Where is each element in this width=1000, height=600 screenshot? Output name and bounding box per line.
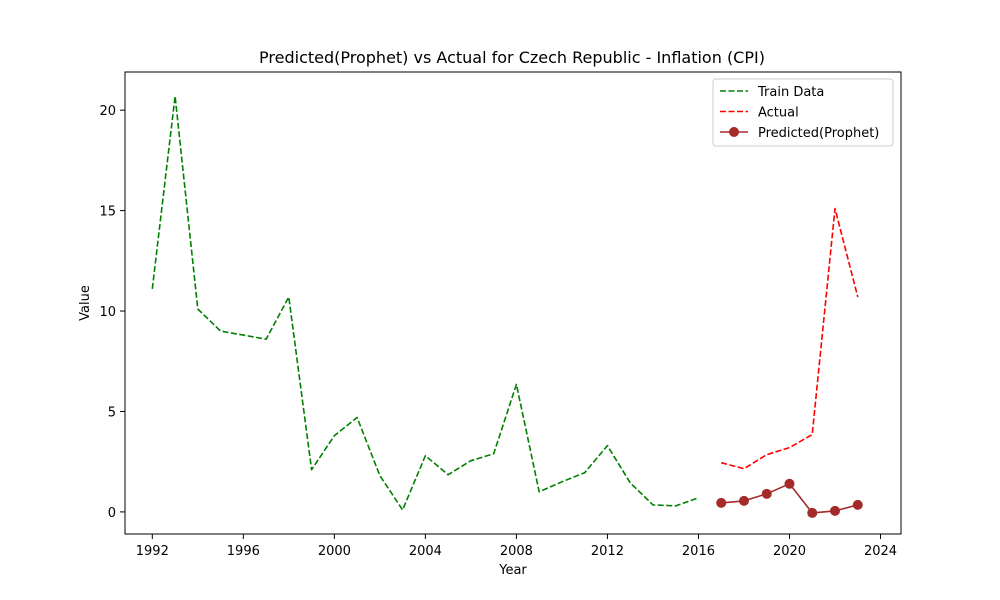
plot-frame xyxy=(124,71,902,535)
y-tick-label: 10 xyxy=(99,305,116,320)
y-axis-label: Value xyxy=(78,285,93,321)
legend-label: Train Data xyxy=(757,85,824,100)
x-tick-label: 1992 xyxy=(136,544,169,559)
legend-box xyxy=(712,78,894,147)
chart-title: Predicted(Prophet) vs Actual for Czech R… xyxy=(259,48,765,67)
x-tick-label: 2024 xyxy=(864,544,897,559)
y-tick-label: 5 xyxy=(108,405,116,420)
data-point xyxy=(716,497,727,508)
series-line-train-data xyxy=(151,95,699,511)
x-axis-label: Year xyxy=(498,563,527,578)
x-tick-label: 2012 xyxy=(591,544,624,559)
data-point xyxy=(830,505,841,516)
data-point xyxy=(852,499,863,510)
y-axis: 0 5 10 15 20 xyxy=(99,104,125,521)
legend-label: Predicted(Prophet) xyxy=(758,126,879,141)
y-tick-label: 20 xyxy=(99,104,116,119)
data-point xyxy=(807,507,818,518)
y-tick-label: 15 xyxy=(99,205,116,220)
y-tick-label: 0 xyxy=(108,506,116,521)
data-point xyxy=(738,495,749,506)
legend-marker xyxy=(729,127,739,137)
legend-label: Actual xyxy=(758,106,799,121)
data-point xyxy=(761,488,772,499)
data-point xyxy=(784,478,795,489)
x-tick-label: 2020 xyxy=(773,544,806,559)
x-tick-label: 2008 xyxy=(500,544,533,559)
x-axis: 1992 1996 2000 2004 2008 2012 2016 2020 2024 xyxy=(136,534,897,559)
x-tick-label: 1996 xyxy=(227,544,260,559)
x-tick-label: 2000 xyxy=(318,544,351,559)
x-tick-label: 2016 xyxy=(682,544,715,559)
plot-area xyxy=(151,95,863,518)
series-line-actual xyxy=(720,207,859,470)
legend: Train Data Actual Predicted(Prophet) xyxy=(712,78,894,147)
x-tick-label: 2004 xyxy=(409,544,442,559)
